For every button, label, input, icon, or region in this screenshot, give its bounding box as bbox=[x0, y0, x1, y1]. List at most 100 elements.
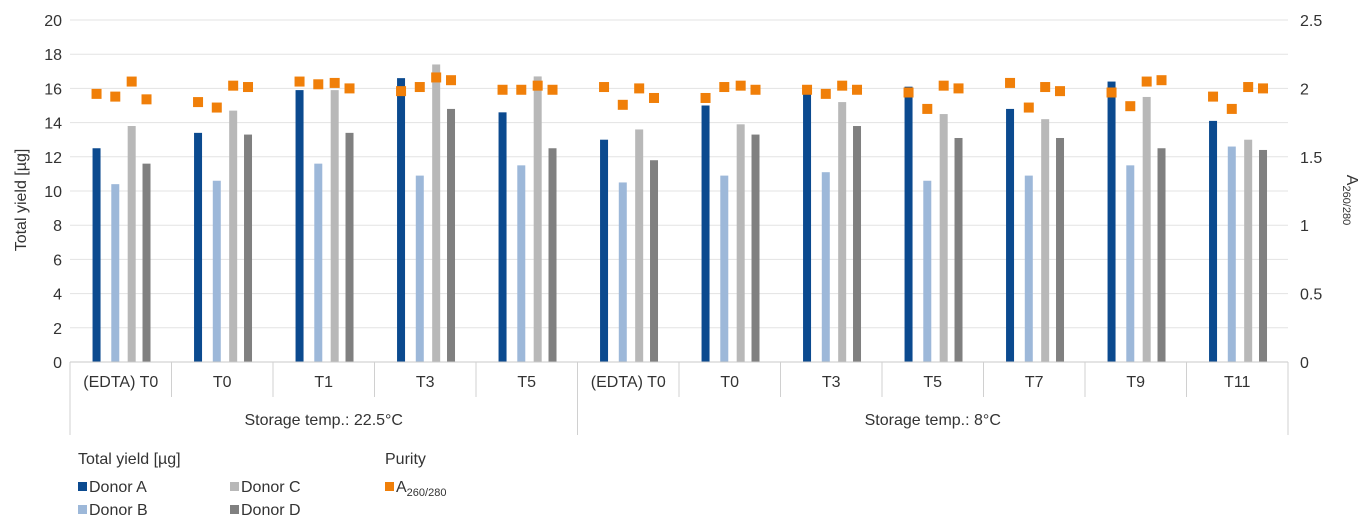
y2-axis-label-main: A bbox=[1343, 175, 1360, 186]
bar-donor-d bbox=[1056, 137, 1065, 362]
legend: Total yield [µg] Purity Donor A Donor B … bbox=[78, 451, 446, 519]
bar-donor-a bbox=[803, 91, 812, 362]
bar-donor-b bbox=[1024, 175, 1033, 362]
purity-marker bbox=[329, 77, 340, 88]
legend-label-purity: A260/280 bbox=[396, 479, 446, 499]
purity-marker bbox=[547, 84, 558, 95]
bar-donor-a bbox=[498, 112, 507, 362]
bar-donor-d bbox=[1157, 148, 1166, 362]
group-label: Storage temp.: 22.5°C bbox=[245, 412, 403, 429]
purity-marker bbox=[953, 83, 964, 94]
bar-donor-c bbox=[838, 102, 847, 362]
bar-donor-b bbox=[314, 163, 323, 362]
bar-donor-b bbox=[1227, 146, 1236, 362]
legend-label-donor-d: Donor D bbox=[241, 502, 301, 519]
purity-marker bbox=[414, 82, 425, 93]
legend-label-purity-sub: 260/280 bbox=[407, 487, 447, 499]
y-axis-label: Total yield [µg] bbox=[13, 149, 30, 252]
purity-marker bbox=[243, 82, 254, 93]
group-label: Storage temp.: 8°C bbox=[865, 412, 1001, 429]
x-tick-label: T11 bbox=[1224, 374, 1250, 391]
purity-marker bbox=[1156, 75, 1167, 86]
purity-marker bbox=[903, 87, 914, 98]
x-tick-label: (EDTA) T0 bbox=[591, 374, 666, 391]
bar-donor-c bbox=[736, 124, 745, 362]
bar-donor-c bbox=[533, 76, 542, 363]
x-tick-label: T1 bbox=[314, 374, 333, 391]
bar-donor-a bbox=[92, 148, 101, 362]
purity-marker bbox=[431, 72, 442, 83]
y-tick-label: 10 bbox=[44, 184, 62, 201]
bar-donor-c bbox=[1244, 139, 1253, 362]
bar-donor-a bbox=[1107, 81, 1116, 362]
y-tick-label: 14 bbox=[44, 116, 62, 133]
purity-marker bbox=[1208, 91, 1219, 102]
y2-axis-label: A260/280 bbox=[1340, 175, 1360, 225]
y2-tick-label: 0.5 bbox=[1300, 287, 1322, 304]
y-tick-label: 2 bbox=[53, 321, 62, 338]
purity-marker bbox=[938, 80, 949, 91]
legend-swatch-purity bbox=[385, 482, 394, 491]
purity-markers bbox=[91, 72, 1269, 114]
purity-marker bbox=[294, 76, 305, 87]
purity-marker bbox=[1005, 77, 1016, 88]
y-tick-label: 12 bbox=[44, 150, 62, 167]
bar-donor-c bbox=[939, 114, 948, 362]
x-tick-label: T3 bbox=[822, 374, 841, 391]
bars bbox=[92, 64, 1268, 363]
bar-donor-d bbox=[650, 160, 659, 362]
x-tick-label: T0 bbox=[720, 374, 739, 391]
bar-donor-b bbox=[720, 175, 729, 362]
axes: 0 2 4 6 8 10 12 14 16 18 20 0 0.5 1 1.5 2 2.5 (EDTA) T0 T0… bbox=[44, 13, 1322, 435]
purity-marker bbox=[922, 103, 933, 114]
bar-donor-a bbox=[295, 90, 304, 363]
purity-marker bbox=[1040, 82, 1051, 93]
legend-label-donor-c: Donor C bbox=[241, 479, 301, 496]
purity-marker bbox=[852, 84, 863, 95]
bar-donor-c bbox=[635, 129, 644, 362]
purity-marker bbox=[211, 102, 222, 113]
x-tick-label: T5 bbox=[923, 374, 942, 391]
axis-labels: Total yield [µg] A260/280 bbox=[13, 149, 1360, 252]
bar-donor-d bbox=[954, 137, 963, 362]
purity-marker bbox=[313, 79, 324, 90]
bar-donor-a bbox=[194, 132, 203, 362]
y-tick-label: 20 bbox=[44, 13, 62, 30]
x-tick-label: T7 bbox=[1025, 374, 1044, 391]
purity-marker bbox=[1258, 83, 1269, 94]
purity-marker bbox=[344, 83, 355, 94]
purity-marker bbox=[802, 84, 813, 95]
purity-marker bbox=[126, 76, 137, 87]
bar-donor-d bbox=[1259, 149, 1268, 362]
bar-donor-c bbox=[127, 126, 136, 363]
bar-donor-a bbox=[904, 86, 913, 362]
bar-donor-a bbox=[701, 105, 710, 362]
y2-tick-label: 0 bbox=[1300, 355, 1309, 372]
legend-swatch-donor-c bbox=[230, 482, 239, 491]
y-tick-label: 16 bbox=[44, 81, 62, 98]
purity-marker bbox=[1226, 103, 1237, 114]
purity-marker bbox=[599, 82, 610, 93]
y2-tick-label: 2 bbox=[1300, 81, 1309, 98]
y-tick-label: 8 bbox=[53, 218, 62, 235]
y-tick-label: 4 bbox=[53, 287, 62, 304]
x-tick-label: T3 bbox=[416, 374, 435, 391]
purity-marker bbox=[497, 84, 508, 95]
purity-marker bbox=[1106, 87, 1117, 98]
purity-marker bbox=[837, 80, 848, 91]
purity-marker bbox=[1141, 76, 1152, 87]
y2-axis-label-sub: 260/280 bbox=[1340, 185, 1352, 225]
bar-donor-b bbox=[821, 172, 830, 362]
bar-donor-a bbox=[1209, 120, 1218, 362]
y2-tick-label: 2.5 bbox=[1300, 13, 1322, 30]
y-tick-label: 0 bbox=[53, 355, 62, 372]
purity-marker bbox=[634, 83, 645, 94]
legend-title-purity: Purity bbox=[385, 451, 426, 468]
bar-donor-c bbox=[1041, 119, 1050, 363]
y2-tick-label: 1 bbox=[1300, 218, 1309, 235]
bar-donor-b bbox=[415, 175, 424, 362]
purity-marker bbox=[617, 99, 628, 110]
bar-donor-a bbox=[397, 78, 406, 362]
bar-donor-b bbox=[212, 180, 221, 362]
